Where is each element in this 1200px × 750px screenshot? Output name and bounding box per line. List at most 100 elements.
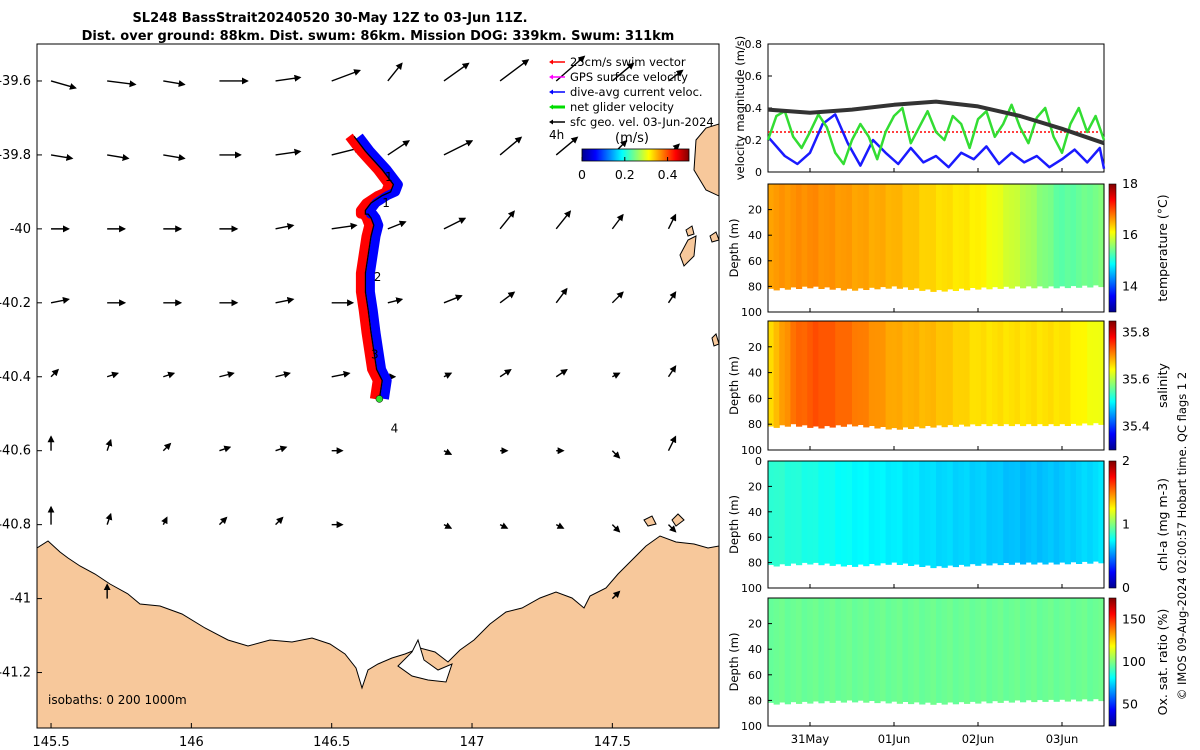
section-profile-column <box>829 184 836 290</box>
current-vector-arrow <box>275 371 291 379</box>
section-profile-column <box>936 321 943 426</box>
section-profile-column <box>857 184 864 289</box>
section-profile-column <box>1053 598 1060 702</box>
section-profile-column <box>919 461 926 567</box>
section-profile-column <box>1036 598 1043 701</box>
section-profile-column <box>863 321 870 428</box>
section-profile-column <box>846 461 853 565</box>
section-profile-column <box>896 461 903 565</box>
section-profile-column <box>997 184 1004 289</box>
section-profile-column <box>1059 321 1066 425</box>
section-profile-column <box>807 321 814 428</box>
section-profile-column <box>779 461 786 565</box>
section-y-tick-label: 40 <box>748 506 762 519</box>
current-vector-arrow <box>105 438 113 451</box>
section-profile-column <box>1025 321 1032 425</box>
track-start-point <box>375 395 384 403</box>
section-profile-column <box>958 598 965 703</box>
legend-swatch-head <box>549 74 553 80</box>
section-profile-column <box>941 321 948 428</box>
section-profile-column <box>1059 598 1066 700</box>
section-x-tick-label: 03Jun <box>1046 732 1079 746</box>
section-profile-column <box>868 461 875 564</box>
section-profile-column <box>1003 461 1010 563</box>
map-y-tick-label: -40.4 <box>0 370 31 385</box>
section-profile-column <box>1020 461 1027 565</box>
section-profile-column <box>1048 461 1055 563</box>
speed-colorbar-tick-label: 0 <box>578 167 586 182</box>
section-profile-column <box>902 598 909 702</box>
map-y-tick-label: -40.2 <box>0 296 31 311</box>
section-profile-column <box>840 598 847 703</box>
day-marker-label: 1 <box>382 196 390 210</box>
map-y-tick-label: -40 <box>10 222 31 237</box>
section-profile-column <box>1031 461 1038 565</box>
section-profile-column <box>992 598 999 702</box>
section-profile-column <box>852 184 859 291</box>
current-vector-arrow <box>499 136 523 156</box>
section-profile-column <box>1098 184 1105 288</box>
section-profile-column <box>1092 321 1099 424</box>
current-vector-arrow <box>219 371 235 379</box>
section-profile-column <box>930 184 937 292</box>
section-profile-column <box>919 321 926 429</box>
current-vector-arrow <box>275 223 295 230</box>
map-x-tick-label: 147 <box>460 735 485 750</box>
section-profile-column <box>829 461 836 566</box>
current-vector-arrow <box>443 448 453 455</box>
section-profile-column <box>1092 184 1099 286</box>
section-profile-column <box>784 598 791 705</box>
section-profile-column <box>824 598 831 702</box>
section-y-tick-label: 80 <box>748 418 762 431</box>
section-profile-column <box>1076 598 1083 702</box>
section-profile-column <box>773 598 780 705</box>
section-profile-column <box>896 598 903 704</box>
current-vector-arrow <box>218 516 228 526</box>
section-profile-column <box>829 321 836 428</box>
current-vector-arrow <box>667 365 677 378</box>
map-x-tick-label: 145.5 <box>32 735 69 750</box>
section-profile-column <box>835 598 842 701</box>
island-east-1 <box>693 123 719 197</box>
current-vector-arrow <box>50 368 60 378</box>
section-profile-column <box>818 184 825 289</box>
section-profile-column <box>936 461 943 567</box>
section-profile-column <box>908 184 915 290</box>
section-profile-column <box>1036 321 1043 425</box>
section-profile-column <box>796 184 803 289</box>
velocity-axes-frame <box>767 43 1105 173</box>
current-vector-arrow <box>555 287 568 304</box>
legend-swatch-head <box>549 119 553 125</box>
section-profile-column <box>874 598 881 704</box>
section-y-tick-label: 40 <box>748 643 762 656</box>
section-axes-frame <box>767 460 1105 589</box>
current-vector-arrow <box>667 213 677 230</box>
current-vector-arrow <box>275 445 288 453</box>
section-profile-column <box>1087 598 1094 702</box>
section-colorbar-tick-label: 18 <box>1122 176 1138 191</box>
section-panel: 20 40 60 80 100 Depth (m) 50 100 150 Ox. sat. rat… <box>727 597 1170 746</box>
section-profile-column <box>846 184 853 289</box>
map-x-tick-label: 146 <box>179 735 204 750</box>
section-profile-column <box>868 321 875 426</box>
section-profile-column <box>930 321 937 428</box>
section-profile-column <box>885 598 892 704</box>
section-profile-column <box>1042 184 1049 289</box>
section-profile-column <box>812 321 819 427</box>
title-line-1: SL248 BassStrait20240520 30-May 12Z to 0… <box>132 11 527 26</box>
section-profile-column <box>1008 461 1015 565</box>
current-vector-arrow <box>387 62 403 82</box>
section-profile-column <box>840 184 847 291</box>
current-vector-arrow <box>106 371 119 379</box>
section-profile-column <box>969 461 976 565</box>
section-profile-column <box>1070 184 1077 287</box>
section-profile-column <box>992 321 999 425</box>
section-profile-column <box>1003 184 1010 287</box>
legend-entry-label: 25cm/s swim vector <box>570 55 686 69</box>
section-profile-column <box>818 598 825 704</box>
current-vector-arrow <box>668 69 684 82</box>
island-south-2 <box>671 513 685 527</box>
section-profile-column <box>936 598 943 703</box>
section-profile-column <box>874 184 881 290</box>
section-profile-column <box>980 321 987 425</box>
